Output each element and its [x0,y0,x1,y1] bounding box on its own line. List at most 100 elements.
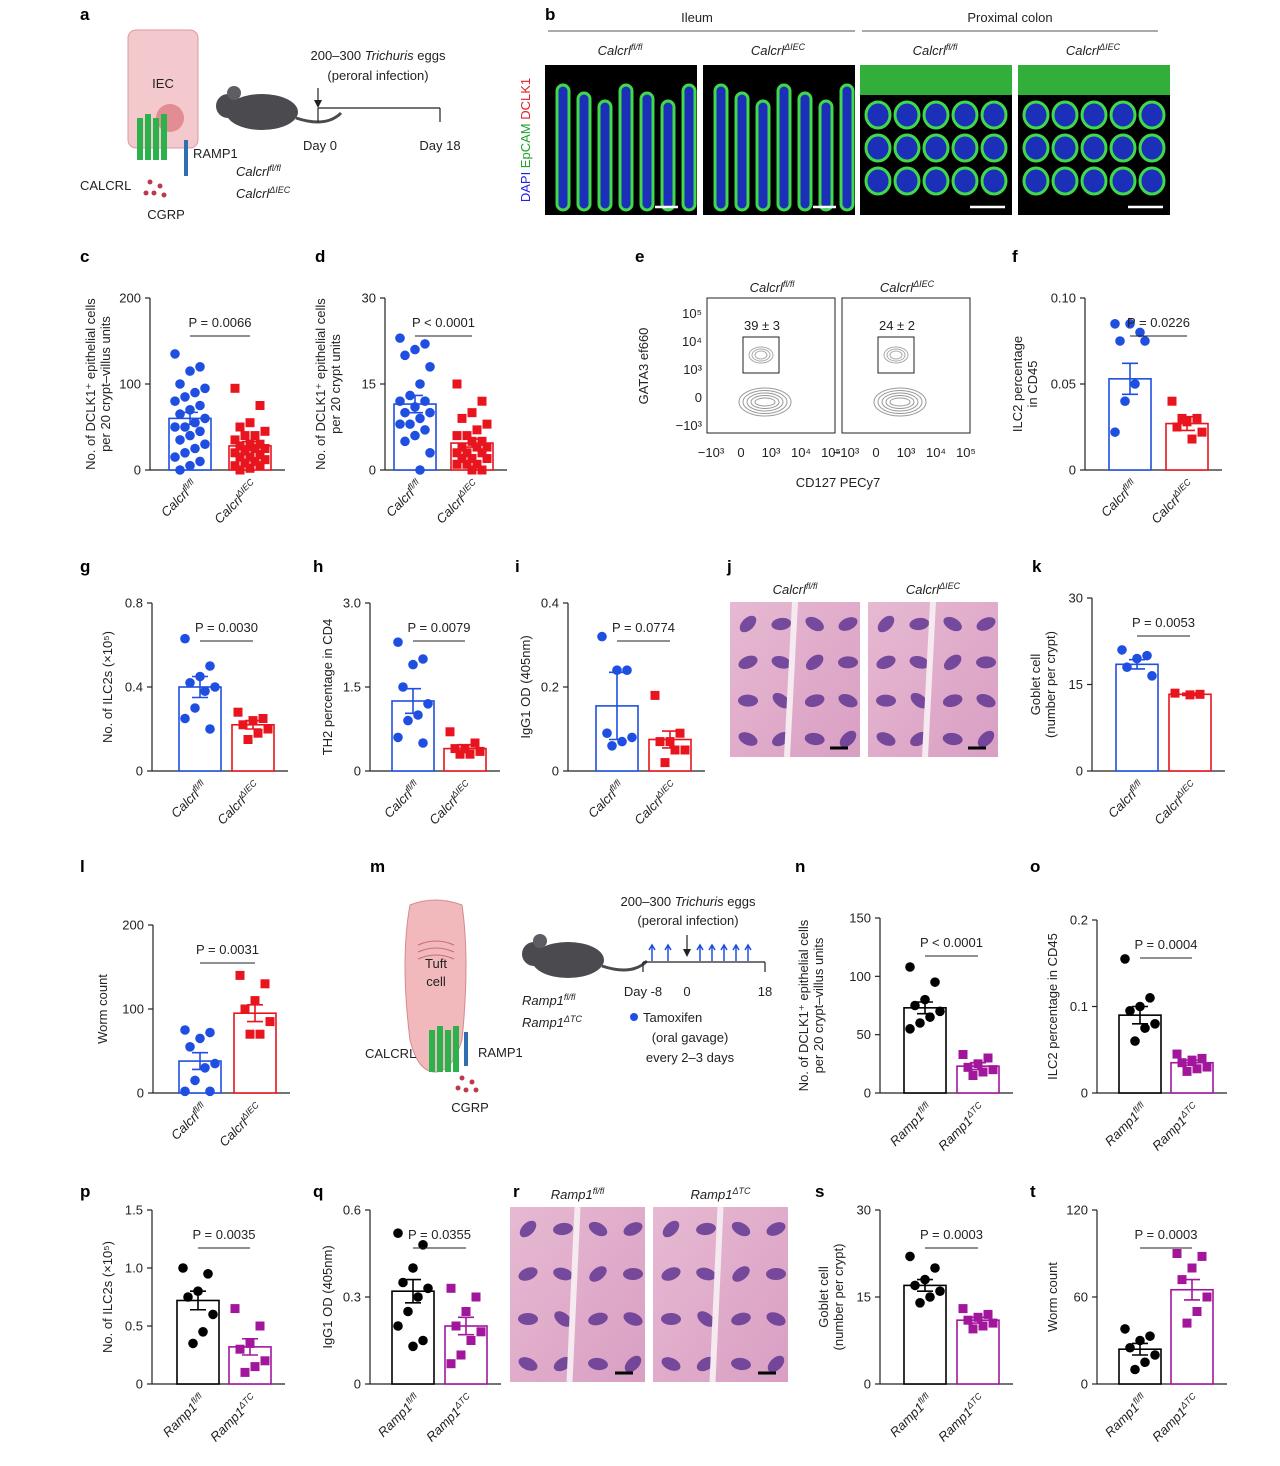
route: (peroral infection) [637,913,738,928]
genotype-label: CalcrlΔIEC [215,1099,265,1149]
data-point [1172,422,1182,432]
crypt [951,133,979,163]
data-point [205,661,215,671]
data-point [405,419,415,429]
goblet-cells [662,1220,680,1238]
y-tick-label: 0 [134,463,141,478]
lumen [709,1206,724,1383]
crypt [1051,133,1079,163]
data-point [255,461,265,471]
data-point [420,425,430,435]
goblet-cells [804,694,825,708]
crypt [1051,100,1079,130]
goblet-cells [518,1267,538,1281]
data-point [245,463,255,473]
data-point [405,390,415,401]
data-point [446,1359,456,1369]
y-tick-label: −10³ [676,418,703,433]
genotype-superscript: fl/fl [269,163,282,173]
data-point [1187,1055,1197,1065]
genotype-superscript: ΔTC [563,1014,583,1024]
genotype-base: Ramp1 [887,1109,927,1149]
data-point [1195,689,1205,699]
villus [576,91,592,212]
data-point [420,396,430,407]
data-point [467,465,477,475]
villus [755,99,771,212]
data-point [255,1321,265,1331]
data-point [1172,1049,1182,1059]
text-part: eggs [727,894,756,909]
cell-label: cell [426,974,446,989]
bar [233,1012,277,1094]
data-point [240,446,250,456]
data-point [1130,1036,1140,1046]
genotype-label: Ramp1fl/fl [551,1186,605,1202]
data-point [195,1033,205,1044]
y-tick-label: 0.3 [343,1290,361,1305]
p-value: P = 0.0004 [1134,937,1197,952]
data-point [185,460,195,471]
y-tick-label: 0 [136,1377,143,1392]
data-point [1172,1249,1182,1258]
cgrp-dot [463,1087,469,1093]
data-point [408,1263,418,1273]
data-point [1197,1251,1207,1261]
data-point [1167,396,1177,406]
data-point [1142,650,1152,661]
data-point [1177,1275,1187,1285]
goblet-cells [732,1266,750,1282]
villus [597,99,613,212]
data-point [255,450,265,460]
data-point [660,758,670,768]
data-point [462,459,472,469]
data-point [398,682,408,692]
data-point [465,749,475,759]
text-part: 200–300 [311,48,362,63]
contour [889,350,903,360]
y-axis-label: No. of ILC2s (×10⁵) [100,631,115,743]
panel-letter: b [545,5,555,24]
p-value: P = 0.0030 [195,620,258,635]
genotype-base: Calcrl [751,43,785,58]
data-point [477,396,487,406]
error-bar [458,1316,474,1336]
crypt [1051,166,1079,196]
crypt [1109,100,1137,130]
arrowhead [314,100,322,108]
contour [883,346,909,364]
data-point [190,417,200,428]
goblet-cells [976,617,996,631]
goblet-cells [909,655,930,669]
data-point [418,654,428,664]
data-point [958,1304,968,1314]
data-point [415,379,425,389]
data-point [260,1356,270,1366]
p-value: P = 0.0066 [188,315,251,330]
data-point [452,431,462,441]
data-point [250,996,260,1006]
data-point [925,1292,935,1302]
y-axis-label: ILC2 percentage in CD45 [1045,933,1060,1080]
data-point [408,1341,418,1352]
goblet-cells [772,692,791,709]
p-value: P = 0.0031 [196,942,259,957]
data-point [255,401,265,410]
data-point [418,1240,428,1250]
villus [734,91,750,212]
timeline [642,935,766,972]
contour [748,346,774,364]
gate-frequency: 24 ± 2 [879,318,915,333]
genotype-base: Ramp1 [935,1113,975,1153]
genotype-base: Calcrl [598,43,632,58]
goblet-cells [766,1222,786,1236]
data-point [170,422,180,432]
y-tick-label: 3.0 [343,596,361,611]
data-point [200,383,210,394]
data-point [988,1065,998,1075]
data-point [973,1312,983,1322]
y-tick-label: 15 [1069,677,1083,692]
data-point [410,430,420,441]
contour [751,348,771,362]
